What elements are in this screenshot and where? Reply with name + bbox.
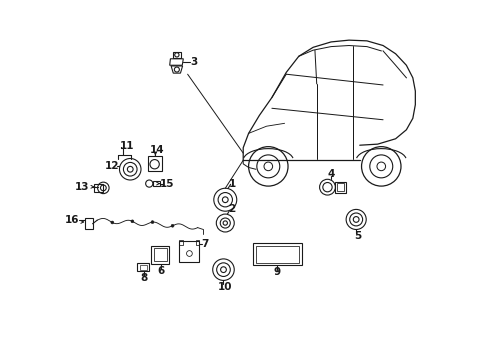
Circle shape (111, 221, 114, 224)
Text: 9: 9 (274, 267, 281, 277)
Text: 3: 3 (191, 57, 197, 67)
Bar (335, 182, 346, 193)
Text: 2: 2 (228, 204, 235, 215)
Text: 4: 4 (327, 168, 335, 179)
Bar (179, 240, 183, 244)
Circle shape (151, 221, 154, 224)
Text: 16: 16 (65, 215, 79, 225)
Bar (256, 246, 299, 263)
Bar (151, 246, 170, 264)
Text: 1: 1 (229, 179, 236, 189)
Text: 12: 12 (104, 161, 119, 171)
Text: 7: 7 (201, 239, 208, 249)
Text: 10: 10 (218, 282, 232, 292)
Bar (337, 183, 344, 191)
Bar (148, 156, 162, 171)
Text: 14: 14 (149, 145, 164, 155)
Bar (85, 219, 93, 229)
Text: 8: 8 (140, 273, 147, 283)
Text: 13: 13 (74, 182, 89, 192)
Bar (196, 240, 199, 244)
Circle shape (171, 224, 174, 227)
Bar (172, 51, 181, 58)
Circle shape (131, 220, 134, 223)
Text: 6: 6 (157, 266, 164, 276)
Bar (137, 263, 149, 271)
Bar (153, 181, 160, 186)
Bar (140, 265, 147, 270)
Text: 11: 11 (120, 141, 134, 151)
Bar (179, 241, 199, 262)
Bar (253, 243, 302, 265)
Bar (95, 184, 103, 192)
Bar (153, 248, 167, 261)
Text: 15: 15 (160, 179, 174, 189)
Text: 5: 5 (354, 231, 362, 240)
